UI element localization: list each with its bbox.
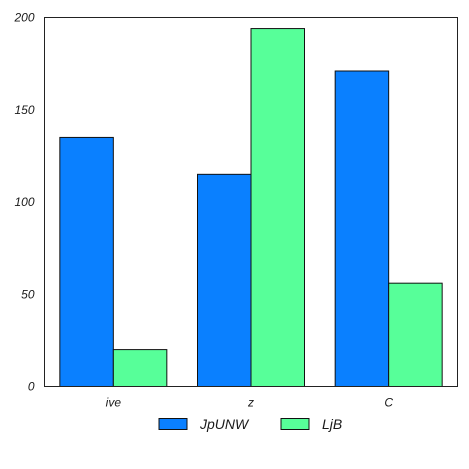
x-tick-label: ive (106, 396, 122, 410)
bar-LjB-C (388, 282, 443, 387)
y-tick-label: 0 (28, 380, 35, 394)
bar-JpUNW-C (334, 70, 390, 387)
y-tick-label: 50 (21, 287, 35, 301)
legend-label-LjB: LjB (322, 416, 342, 432)
bars-group (59, 28, 443, 388)
bar-LjB-z (250, 28, 305, 387)
legend-swatch-LjB (280, 418, 310, 430)
bar-LjB-ive (112, 349, 168, 388)
plot-area-frame (44, 17, 458, 387)
x-tick-label: z (247, 396, 254, 410)
legend-label-JpUNW: JpUNW (199, 416, 250, 432)
y-axis: 0 50 100 150 200 (13, 11, 34, 394)
x-axis: ive z C (106, 396, 394, 410)
legend: JpUNW LjB (158, 416, 342, 432)
legend-swatch-JpUNW (158, 418, 188, 430)
bar-JpUNW-z (197, 173, 252, 387)
y-tick-label: 200 (13, 11, 34, 25)
bar-JpUNW-ive (59, 136, 114, 387)
y-tick-label: 150 (14, 103, 34, 117)
x-tick-label: C (384, 396, 393, 410)
y-tick-label: 100 (14, 195, 34, 209)
